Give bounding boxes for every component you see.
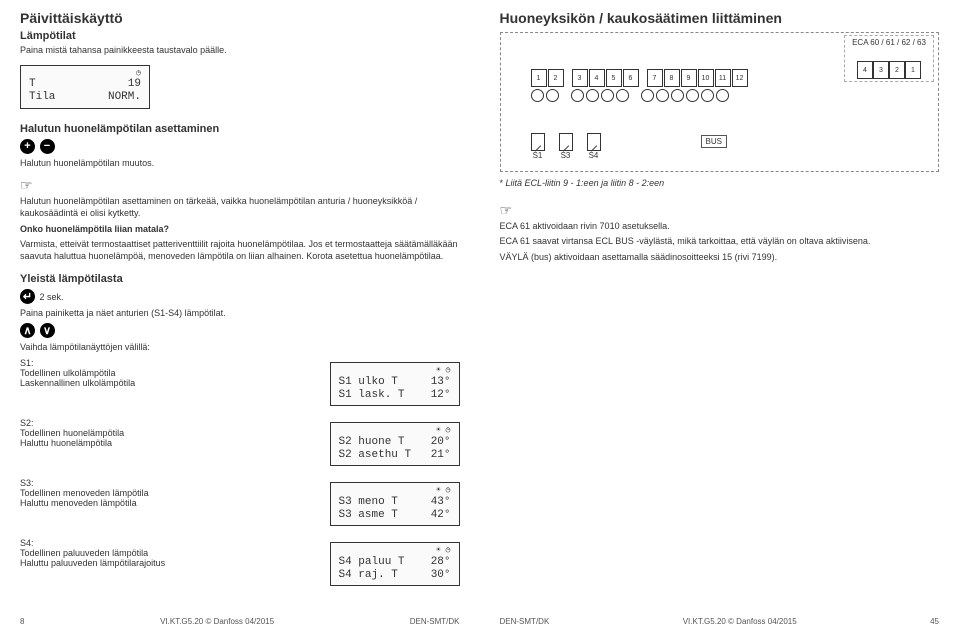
s1-b: Laskennallinen ulkolämpötila [20, 378, 310, 388]
heading-set-room: Halutun huonelämpötilan asettaminen [20, 123, 460, 135]
asterisk-note: * Liitä ECL-liitin 9 - 1:een ja liitin 8… [500, 178, 940, 190]
s2-a: Todellinen huonelämpötila [20, 428, 310, 438]
bus-label: BUS [701, 135, 727, 148]
footer-right-left: DEN-SMT/DK [410, 617, 460, 626]
desc-sensors: Paina painiketta ja näet anturien (S1-S4… [20, 308, 460, 320]
s4-a: Todellinen paluuveden lämpötila [20, 548, 310, 558]
clock-icon: ◷ [136, 69, 141, 79]
eca-p1: ECA 61 aktivoidaan rivin 7010 asetuksell… [500, 221, 940, 233]
eca-p3: VÄYLÄ (bus) aktivoidaan asettamalla sääd… [500, 252, 940, 264]
page-title-left: Päivittäiskäyttö [20, 10, 460, 26]
sensor-symbol-s1 [531, 133, 545, 151]
eca-device: ECA 60 / 61 / 62 / 63 4 3 2 1 [844, 35, 934, 82]
lcd-s1: ☀ ◷ S1 ulko T13° S1 lask. T12° [330, 362, 460, 406]
s4-b: Haluttu paluuveden lämpötilarajoitus [20, 558, 310, 568]
right-page: Huoneyksikön / kaukosäätimen liittäminen… [480, 0, 959, 630]
plus-button[interactable]: + [20, 139, 35, 154]
question-low: Onko huonelämpötila liian matala? [20, 224, 169, 234]
left-page: Päivittäiskäyttö Lämpötilat Paina mistä … [0, 0, 480, 630]
s1-a: Todellinen ulkolämpötila [20, 368, 310, 378]
s4-head: S4: [20, 538, 310, 548]
footer-right: DEN-SMT/DK VI.KT.G5.20 © Danfoss 04/2015… [500, 617, 940, 626]
desc-switch: Vaihda lämpötilanäyttöjen välillä: [20, 342, 460, 354]
s2-b: Haluttu huonelämpötila [20, 438, 310, 448]
label-2sec: 2 sek. [40, 292, 64, 302]
sensor-symbol-s4 [587, 133, 601, 151]
desc-change: Halutun huonelämpötilan muutos. [20, 158, 460, 170]
s3-b: Haluttu menoveden lämpötila [20, 498, 310, 508]
intro-text: Paina mistä tahansa painikkeesta taustav… [20, 45, 460, 57]
minus-button[interactable]: − [40, 139, 55, 154]
eca-label: ECA 60 / 61 / 62 / 63 [849, 38, 929, 47]
return-button[interactable]: ↵ [20, 289, 35, 304]
footer-mid-right: VI.KT.G5.20 © Danfoss 04/2015 [683, 617, 797, 626]
page-number-right: 45 [930, 617, 939, 626]
eca-term-4: 4 [857, 61, 873, 79]
heading-general: Yleistä lämpötilasta [20, 273, 460, 285]
hand-icon-right: ☞ [500, 202, 513, 219]
lcd-s3: ☀ ◷ S3 meno T43° S3 asme T42° [330, 482, 460, 526]
footer-mid-left: VI.KT.G5.20 © Danfoss 04/2015 [160, 617, 274, 626]
page-number-left: 8 [20, 617, 24, 626]
sensor-s4: S4: Todellinen paluuveden lämpötila Halu… [20, 538, 460, 590]
s2-head: S2: [20, 418, 310, 428]
page-title-right: Huoneyksikön / kaukosäätimen liittäminen [500, 10, 940, 26]
note-important: Halutun huonelämpötilan asettaminen on t… [20, 196, 460, 219]
s1-head: S1: [20, 358, 310, 368]
sensor-s1: S1: Todellinen ulkolämpötila Laskennalli… [20, 358, 460, 410]
s3-head: S3: [20, 478, 310, 488]
footer-left: 8 VI.KT.G5.20 © Danfoss 04/2015 DEN-SMT/… [20, 617, 460, 626]
sensor-s2: S2: Todellinen huonelämpötila Haluttu hu… [20, 418, 460, 470]
sensor-symbol-s3 [559, 133, 573, 151]
wiring-diagram: ECA 60 / 61 / 62 / 63 4 3 2 1 1 2 3 4 5 … [500, 32, 940, 172]
note-valves: Varmista, etteivät termostaattiset patte… [20, 239, 460, 262]
lcd-s4: ☀ ◷ S4 paluu T28° S4 raj. T30° [330, 542, 460, 586]
lcd-main: ◷ T19 TilaNORM. [20, 65, 150, 109]
lcd-s2: ☀ ◷ S2 huone T20° S2 asethu T21° [330, 422, 460, 466]
eca-term-2: 2 [889, 61, 905, 79]
heading-temps: Lämpötilat [20, 30, 460, 42]
s3-a: Todellinen menoveden lämpötila [20, 488, 310, 498]
footer-left-right: DEN-SMT/DK [500, 617, 550, 626]
eca-term-3: 3 [873, 61, 889, 79]
eca-term-1: 1 [905, 61, 921, 79]
eca-p2: ECA 61 saavat virtansa ECL BUS -väylästä… [500, 236, 940, 248]
sensor-s3: S3: Todellinen menoveden lämpötila Halut… [20, 478, 460, 530]
down-button[interactable]: ∨ [40, 323, 55, 338]
up-button[interactable]: ∧ [20, 323, 35, 338]
terminal-strip: 1 2 3 4 5 6 7 8 9 10 11 12 [531, 69, 748, 87]
hand-icon: ☞ [20, 177, 33, 194]
